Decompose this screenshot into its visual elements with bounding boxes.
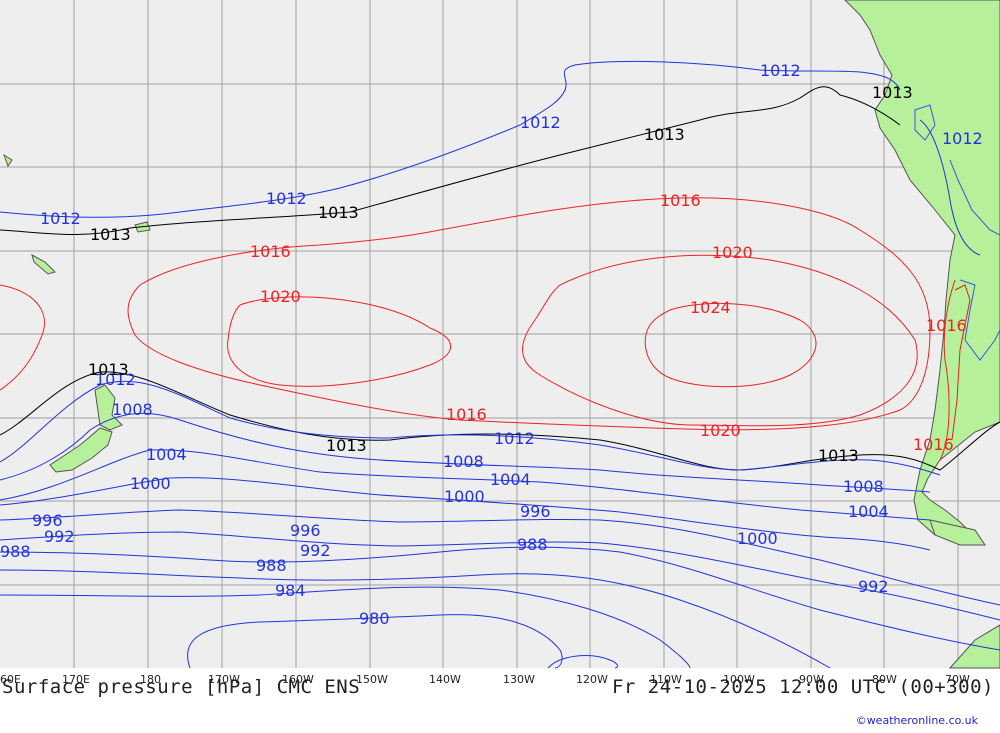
isobar-label: 992 <box>44 527 75 546</box>
lon-label: 120W <box>576 673 608 686</box>
isobar-label: 992 <box>300 541 331 560</box>
lon-label: 180 <box>140 673 161 686</box>
isobar-label: 992 <box>858 577 889 596</box>
isobar-label: 1008 <box>843 477 884 496</box>
isobar-label: 996 <box>290 521 321 540</box>
antarctic-peninsula <box>948 624 1000 669</box>
isobar-label: 1012 <box>40 209 81 228</box>
isobar-label: 1012 <box>520 113 561 132</box>
isobar-label: 1016 <box>250 242 291 261</box>
isobar-label: 1016 <box>446 405 487 424</box>
isobar-labels: 1012 1012 1012 1012 1012 1012 1013 1013 … <box>0 61 983 628</box>
lon-label: 70W <box>945 673 970 686</box>
isobar-label: 1012 <box>95 370 136 389</box>
graticule <box>0 0 1000 668</box>
chile-border <box>951 284 971 441</box>
lon-label: 90W <box>799 673 824 686</box>
isobar-label: 980 <box>359 609 390 628</box>
isobar-label: 1000 <box>737 529 778 548</box>
map-title: Surface pressure [hPa] CMC ENS <box>2 676 361 698</box>
lon-label: 160W <box>282 673 314 686</box>
lon-label: 170E <box>62 673 90 686</box>
isobar-label: 1000 <box>130 474 171 493</box>
isobar-label: 1012 <box>266 189 307 208</box>
longitude-labels: 60E 170E 180 170W 160W 150W 140W 130W 12… <box>0 673 970 686</box>
isobar-label: 1016 <box>926 316 967 335</box>
isobar-label: 1013 <box>318 203 359 222</box>
tierra-del-fuego <box>929 519 986 546</box>
lon-label: 150W <box>356 673 388 686</box>
lon-label: 170W <box>208 673 240 686</box>
lon-label: 80W <box>872 673 897 686</box>
isobar-label: 1013 <box>818 446 859 465</box>
isobar-label: 1020 <box>700 421 741 440</box>
isobar-label: 988 <box>256 556 287 575</box>
lon-label: 110W <box>650 673 682 686</box>
isobar-label: 1013 <box>644 125 685 144</box>
isobars-high <box>0 197 956 461</box>
isobar-label: 988 <box>517 535 548 554</box>
isobar-label: 1008 <box>443 452 484 471</box>
isobar-label: 1024 <box>690 298 731 317</box>
credit-link[interactable]: ©weatheronline.co.uk <box>855 714 978 727</box>
isobar-label: 1013 <box>88 360 129 379</box>
lon-label: 130W <box>503 673 535 686</box>
isobar-label: 1013 <box>326 436 367 455</box>
isobar-label: 1016 <box>660 191 701 210</box>
isobar-label: 996 <box>32 511 63 530</box>
isobar-label: 996 <box>520 502 551 521</box>
isobar-label: 1020 <box>260 287 301 306</box>
isobar-label: 1013 <box>872 83 913 102</box>
valid-time: Fr 24-10-2025 12:00 UTC (00+300) <box>611 676 994 698</box>
lon-label: 60E <box>0 673 21 686</box>
isobars-1013 <box>0 86 1000 471</box>
isobar-label: 1012 <box>942 129 983 148</box>
lon-label: 140W <box>429 673 461 686</box>
isobar-label: 1012 <box>494 429 535 448</box>
lon-label: 100W <box>723 673 755 686</box>
isobar-label: 1008 <box>112 400 153 419</box>
isobar-label: 1004 <box>490 470 531 489</box>
isobar-label: 1004 <box>848 502 889 521</box>
isobar-label: 1013 <box>90 225 131 244</box>
isobar-label: 1020 <box>712 243 753 262</box>
isobar-label: 1016 <box>913 435 954 454</box>
isobar-label: 988 <box>0 542 31 561</box>
isobars-low <box>0 60 1000 669</box>
isobar-label: 1000 <box>444 487 485 506</box>
isobar-label: 984 <box>275 581 306 600</box>
isobar-label: 1012 <box>760 61 801 80</box>
isobar-label: 1004 <box>146 445 187 464</box>
new-zealand <box>49 384 123 473</box>
